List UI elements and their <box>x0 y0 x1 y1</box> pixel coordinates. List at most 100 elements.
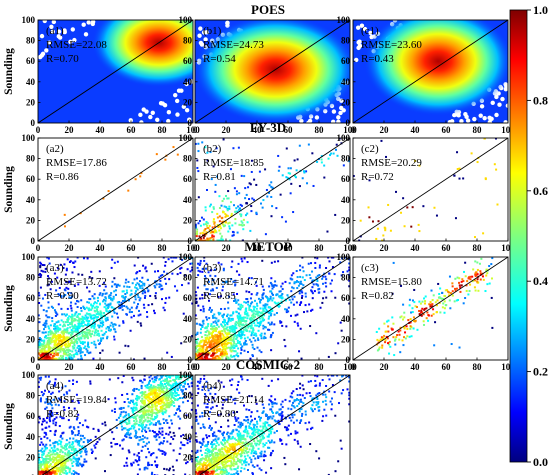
data-point <box>202 352 205 355</box>
data-point <box>96 318 99 321</box>
data-point <box>95 302 98 305</box>
data-point <box>182 312 185 315</box>
data-point <box>433 206 436 209</box>
data-point <box>402 197 405 200</box>
data-point <box>144 426 147 429</box>
data-point <box>316 257 319 260</box>
data-point <box>314 266 317 269</box>
data-point <box>223 354 226 357</box>
data-point <box>155 377 158 380</box>
data-point <box>126 433 129 436</box>
y-tick-label: 80 <box>341 36 351 46</box>
data-point <box>253 334 256 337</box>
data-point <box>87 346 90 349</box>
data-point <box>68 355 71 358</box>
data-point <box>50 339 53 342</box>
data-point <box>140 394 143 397</box>
data-point <box>79 336 82 339</box>
data-point <box>223 324 226 327</box>
data-point <box>93 316 96 319</box>
sparse-gap <box>174 98 180 104</box>
data-point <box>281 293 284 296</box>
data-point <box>169 431 172 434</box>
data-point <box>233 330 236 333</box>
data-point <box>210 339 213 342</box>
data-point <box>257 338 260 341</box>
data-point <box>97 430 100 433</box>
data-point <box>226 197 229 200</box>
data-point <box>265 310 268 313</box>
data-point <box>131 409 134 412</box>
data-point <box>248 277 251 280</box>
data-point <box>48 358 51 360</box>
data-point <box>195 301 198 304</box>
data-point <box>283 338 286 341</box>
data-point <box>213 222 216 225</box>
data-point <box>55 312 58 315</box>
data-point <box>165 432 168 435</box>
data-point <box>311 308 314 311</box>
data-point <box>63 343 66 346</box>
data-point <box>476 278 479 281</box>
data-point <box>179 409 182 412</box>
data-point <box>277 301 280 304</box>
data-point <box>385 155 388 158</box>
data-point <box>179 383 182 386</box>
data-point <box>171 391 174 394</box>
data-point <box>58 425 61 428</box>
sparse-gap <box>187 117 192 122</box>
data-point <box>205 188 208 191</box>
data-point <box>113 323 116 326</box>
data-point <box>239 352 242 355</box>
data-point <box>227 301 230 304</box>
data-point <box>227 197 230 200</box>
data-point <box>219 354 222 357</box>
data-point <box>144 466 147 469</box>
data-point <box>402 303 405 306</box>
data-point <box>154 417 157 420</box>
data-point <box>301 257 304 259</box>
data-point <box>137 463 140 466</box>
data-point <box>159 279 162 282</box>
data-point <box>317 284 320 287</box>
data-point <box>406 335 409 338</box>
data-point <box>67 323 70 326</box>
data-point <box>172 431 175 434</box>
data-point <box>55 339 58 342</box>
data-point <box>144 413 147 416</box>
data-point <box>294 176 297 179</box>
data-point <box>128 433 131 436</box>
data-point <box>225 340 228 343</box>
data-point <box>424 300 427 303</box>
data-point <box>158 443 161 446</box>
data-point <box>168 278 171 281</box>
data-point <box>77 457 80 460</box>
data-point <box>41 428 44 431</box>
data-point <box>43 264 46 267</box>
data-point <box>83 437 86 440</box>
data-point <box>101 292 104 295</box>
data-point <box>147 382 150 385</box>
data-point <box>290 301 293 304</box>
data-point <box>159 432 162 435</box>
data-point <box>112 437 115 440</box>
data-point <box>74 471 77 474</box>
data-point <box>268 315 271 318</box>
data-point <box>64 461 67 464</box>
data-point <box>423 297 426 300</box>
data-point <box>127 405 130 408</box>
sparse-gap <box>330 119 336 123</box>
data-point <box>61 432 64 435</box>
data-point <box>133 426 136 429</box>
data-point <box>215 346 218 349</box>
data-point <box>132 416 135 419</box>
data-point <box>410 225 413 228</box>
data-point <box>311 270 314 273</box>
data-point <box>205 350 208 353</box>
data-point <box>74 449 77 452</box>
data-point <box>213 325 216 328</box>
data-point <box>380 139 383 142</box>
data-point <box>51 348 54 351</box>
data-point <box>240 257 243 260</box>
data-point <box>296 313 299 316</box>
